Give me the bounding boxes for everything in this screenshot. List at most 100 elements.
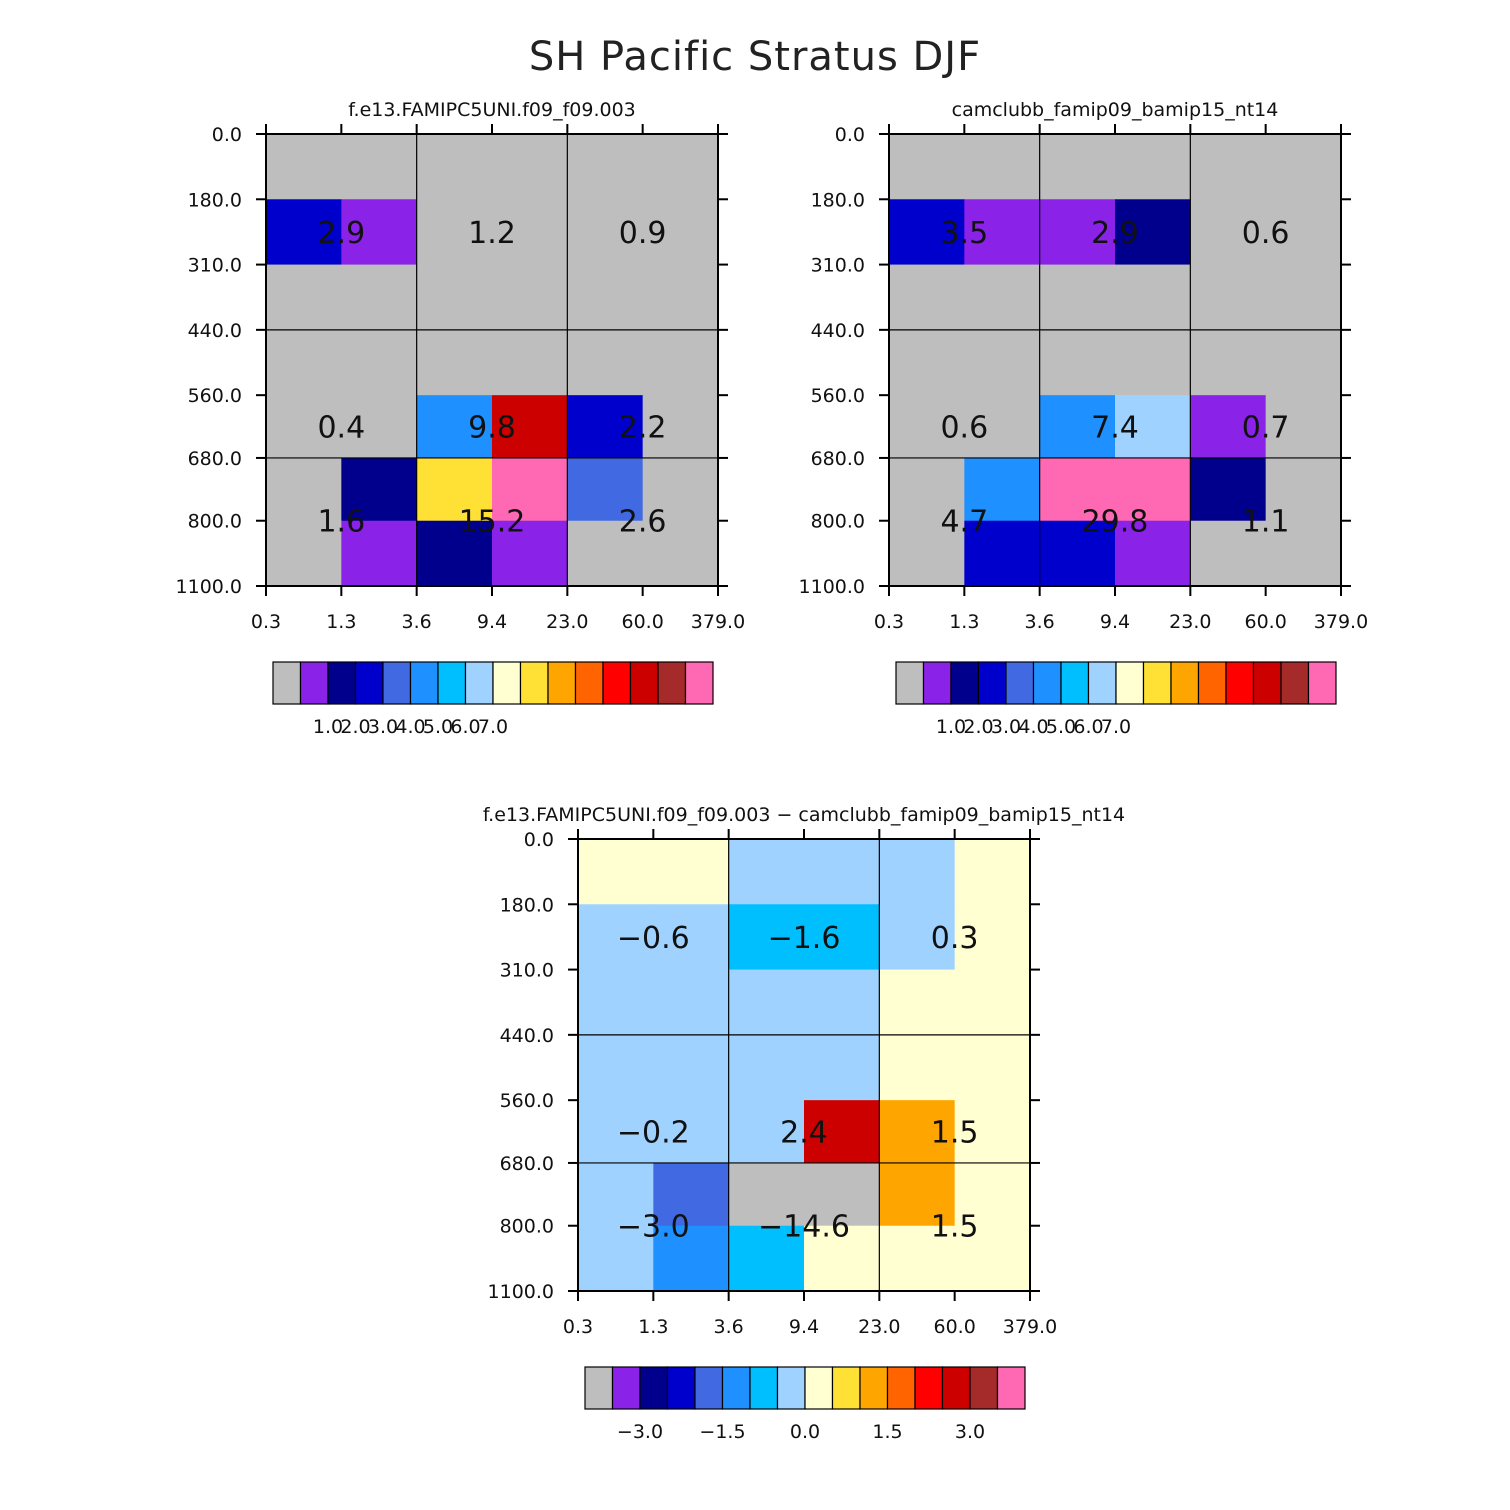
panel1-ytick-label: 180.0 (188, 189, 242, 211)
panel2-cell (1265, 199, 1342, 266)
panel3-xtick-label: 60.0 (934, 1316, 976, 1338)
panel2-colorbar-box (1170, 661, 1200, 705)
panel3-cell (804, 1034, 880, 1101)
panel3-cell (728, 969, 805, 1036)
panel2-ytick-label: 0.0 (835, 124, 865, 146)
panel3-xtick-label: 23.0 (858, 1316, 900, 1338)
panel1-cell (642, 264, 719, 331)
panel1-cell (341, 520, 418, 587)
panel1-annotation: 0.9 (619, 216, 667, 251)
panel3-cell (578, 1162, 654, 1227)
panel1-cell (492, 134, 568, 200)
panel2-cell (964, 134, 1041, 200)
panel2-cell (1190, 457, 1267, 522)
panel2-colorbar-label: 7.0 (1101, 716, 1131, 738)
panel2-annotation: 2.9 (1091, 216, 1139, 251)
panel3-colorbar-box (584, 1366, 614, 1410)
panel3-cell (954, 1162, 1031, 1227)
panel3-colorbar-box (694, 1366, 724, 1410)
panel2-cell (1265, 457, 1342, 522)
panel3-colorbar-box (611, 1366, 641, 1410)
panel1-xtick-label: 1.3 (326, 611, 356, 633)
panel1-cell (567, 457, 644, 522)
panel2-cell (1190, 264, 1267, 331)
panel3-ytick-label: 0.0 (524, 829, 554, 851)
panel3-colorbar-box (941, 1366, 971, 1410)
panel3-cell (879, 1162, 956, 1227)
panel2-xtick-label: 0.3 (874, 611, 904, 633)
panel2-annotation: 4.7 (940, 505, 988, 540)
panel1-cell (567, 199, 644, 266)
panel3-ytick-label: 680.0 (500, 1153, 554, 1175)
panel1-cell (341, 395, 418, 459)
panel1-colorbar-box (574, 661, 604, 705)
panel1-cell (341, 199, 418, 266)
panel1-xtick-label: 9.4 (477, 611, 507, 633)
panel1-cell (341, 329, 418, 396)
panel2-cell (1115, 395, 1191, 459)
panel1-cell (492, 457, 568, 522)
panel3-colorbar-label: 3.0 (955, 1421, 985, 1443)
panel3-colorbar-box (804, 1366, 834, 1410)
panel3-ytick-label: 440.0 (500, 1025, 554, 1047)
panel3-annotation: 2.4 (780, 1116, 828, 1151)
panel3-cell (804, 1100, 880, 1164)
panel2-cell (1039, 264, 1116, 331)
panel1-ytick-label: 560.0 (188, 385, 242, 407)
panel3-colorbar-label: 0.0 (790, 1421, 820, 1443)
panel2-xtick-label: 9.4 (1100, 611, 1130, 633)
panel2-annotation: 29.8 (1082, 505, 1149, 540)
panel2-colorbar-box (1197, 661, 1227, 705)
panel2-cell (1265, 134, 1342, 200)
panel3-colorbar-box (831, 1366, 861, 1410)
panel3-annotation: 0.3 (931, 921, 979, 956)
panel3-cell (728, 1225, 805, 1292)
panel3-cell (728, 1034, 805, 1101)
panel1-cell (567, 264, 644, 331)
panel3-xtick-label: 379.0 (1003, 1316, 1057, 1338)
panel2-colorbar-label: 4.0 (1018, 716, 1048, 738)
panel1-cell (416, 264, 493, 331)
panel2-cell (964, 264, 1041, 331)
panel2-cell (1190, 199, 1267, 266)
panel3-cell (954, 839, 1031, 905)
figure-title: SH Pacific Stratus DJF (529, 34, 981, 80)
panel3-cell (653, 1100, 730, 1164)
panel2-cell (889, 134, 965, 200)
panel1-annotation: 9.8 (468, 411, 516, 446)
panel2-colorbar-label: 1.0 (936, 716, 966, 738)
panel3-cell (804, 1225, 880, 1292)
panel3-xtick-label: 3.6 (714, 1316, 744, 1338)
panel3-annotation: −1.6 (768, 921, 841, 956)
panel2-colorbar-box (1005, 661, 1035, 705)
panel1-cell (567, 520, 644, 587)
panel3-cell (954, 904, 1031, 971)
panel2-colorbar-label: 5.0 (1046, 716, 1076, 738)
panel1-cell (416, 520, 493, 587)
panel2-cell (1115, 199, 1191, 266)
panel2-cell (1039, 520, 1116, 587)
panel1-cell (492, 395, 568, 459)
panel2-colorbar-box (1087, 661, 1117, 705)
panel2-colorbar-box (1280, 661, 1310, 705)
panel3-cell (879, 1225, 956, 1292)
panel1-xtick-label: 3.6 (402, 611, 432, 633)
panel2-ytick-label: 800.0 (811, 511, 865, 533)
panel1-xtick-label: 23.0 (546, 611, 588, 633)
panel2-cell (1190, 520, 1267, 587)
panel1-colorbar-label: 5.0 (423, 716, 453, 738)
panel2-colorbar-box (1115, 661, 1145, 705)
panel1-ytick-label: 1100.0 (176, 576, 242, 598)
panel2-cell (1265, 520, 1342, 587)
panel3-ytick-label: 800.0 (500, 1216, 554, 1238)
panel3-cell (879, 904, 956, 971)
panel1-xtick-label: 379.0 (691, 611, 745, 633)
panel3-cell (653, 839, 730, 905)
panel2-cell (889, 395, 965, 459)
panel3-annotation: 1.5 (931, 1210, 979, 1245)
panel2-xtick-label: 23.0 (1169, 611, 1211, 633)
panel2-xtick-label: 3.6 (1025, 611, 1055, 633)
panel1-annotation: 1.6 (317, 505, 365, 540)
panel2-cell (964, 520, 1041, 587)
panel3-annotation: −0.6 (617, 921, 690, 956)
